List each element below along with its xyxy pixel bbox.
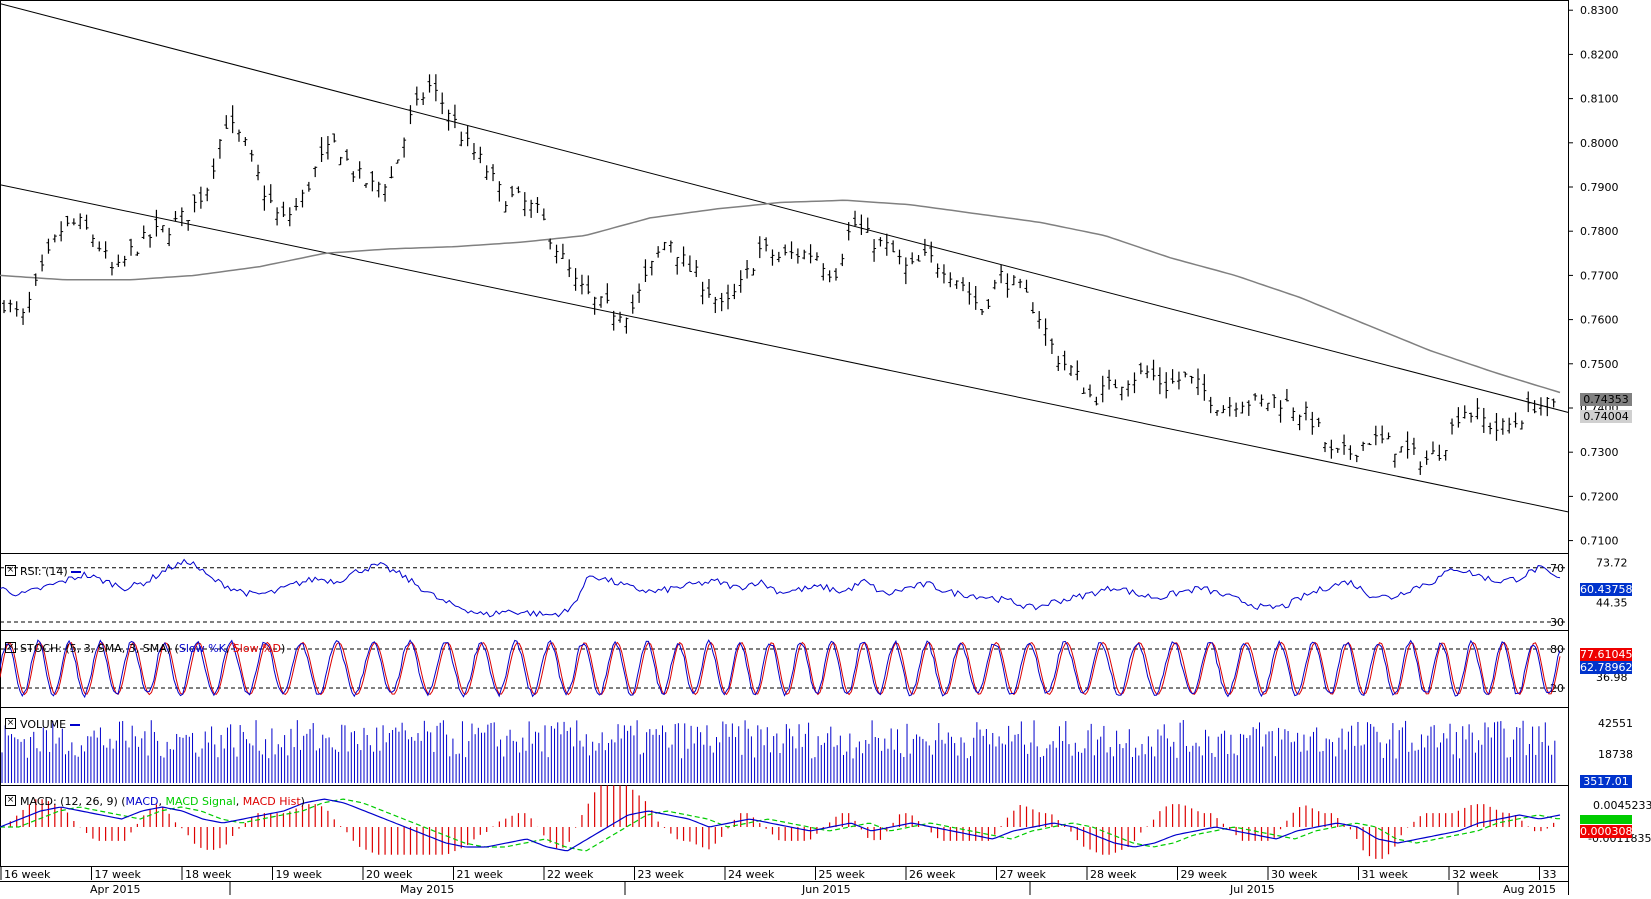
- sma-line: [0, 199, 1561, 394]
- price-badge-upper: 0.74353: [1580, 393, 1632, 406]
- price-tick-label: 0.7800: [1580, 225, 1619, 238]
- rsi-level-label: 30: [1550, 616, 1564, 629]
- price-tick-label: 0.7200: [1580, 490, 1619, 503]
- macd-axis-label: 0.0045233: [1593, 799, 1651, 812]
- stoch-panel: 80 20 36.98: [0, 639, 1628, 699]
- week-label: 26 week: [909, 868, 956, 881]
- week-label: 23 week: [638, 868, 685, 881]
- stoch-d-line: [0, 641, 1561, 696]
- macd-series-label: MACD: [125, 795, 159, 808]
- volume-close-icon[interactable]: ×: [5, 718, 16, 729]
- stoch-axis-label: 36.98: [1596, 671, 1628, 684]
- week-label: 33: [1543, 868, 1557, 881]
- macd-value-badge: 0.0003081: [1580, 825, 1640, 838]
- stoch-d-badge: 62.78962: [1580, 661, 1633, 674]
- rsi-label-text: RSI: (14): [20, 565, 68, 578]
- macd-line: [0, 798, 1561, 852]
- month-label: Apr 2015: [90, 883, 141, 895]
- week-label: 18 week: [185, 868, 232, 881]
- week-label: 32 week: [1452, 868, 1499, 881]
- volume-label-text: VOLUME: [20, 718, 67, 731]
- rsi-value-badge: 60.43758: [1580, 583, 1633, 596]
- macd-label: MACD: (12, 26, 9) (MACD, MACD Signal, MA…: [20, 795, 305, 808]
- price-tick-label: 0.7700: [1580, 269, 1619, 282]
- stoch-k-label: Slow %K: [178, 642, 226, 655]
- stoch-close-icon[interactable]: ×: [5, 642, 16, 653]
- macd-close-icon[interactable]: ×: [5, 795, 16, 806]
- volume-axis-label: 18738: [1598, 748, 1633, 761]
- macd-label-text: MACD: (12, 26, 9): [20, 795, 118, 808]
- week-label: 27 week: [1000, 868, 1047, 881]
- volume-panel: 42551 18738: [1, 717, 1633, 783]
- macd-panel: 0.0045233-0.0011835: [0, 785, 1651, 859]
- month-label: Jul 2015: [1229, 883, 1275, 895]
- price-tick-label: 0.7900: [1580, 181, 1619, 194]
- price-tick-label: 0.8100: [1580, 93, 1619, 106]
- rsi-panel: 70 30 73.72 44.35: [0, 557, 1628, 629]
- price-axis: 0.8300 0.8200 0.8100 0.8000 0.7900 0.7800 0.77…: [1568, 4, 1619, 548]
- stoch-k-badge: 77.61045: [1580, 648, 1633, 661]
- volume-label: VOLUME: [20, 718, 80, 731]
- stoch-label-text: STOCH: (5, 3, SMA, 3, SMA): [20, 642, 172, 655]
- price-badge-lower: 0.74004: [1580, 410, 1632, 423]
- candles: [2, 74, 1556, 475]
- volume-value-badge: 3517.01: [1580, 775, 1632, 788]
- price-tick-label: 0.7500: [1580, 358, 1619, 371]
- month-label: Aug 2015: [1503, 883, 1556, 895]
- stoch-k-line: [0, 639, 1561, 699]
- macd-hist-label: MACD Hist: [242, 795, 301, 808]
- price-tick-label: 0.8300: [1580, 4, 1619, 17]
- rsi-label: RSI: (14): [20, 565, 82, 578]
- price-tick-label: 0.7100: [1580, 535, 1619, 548]
- volume-legend-swatch: [69, 724, 80, 726]
- rsi-close-icon[interactable]: ×: [5, 565, 16, 576]
- rsi-line: [0, 558, 1561, 618]
- price-tick-label: 0.8000: [1580, 137, 1619, 150]
- stoch-level-label: 80: [1550, 643, 1564, 656]
- month-label: Jun 2015: [801, 883, 851, 895]
- macd-signal-label: MACD Signal: [165, 795, 236, 808]
- price-tick-label: 0.7300: [1580, 446, 1619, 459]
- time-axis: 16 week 17 week 18 week 19 week 20 week 21 we…: [0, 866, 1568, 896]
- stoch-label: STOCH: (5, 3, SMA, 3, SMA) (Slow %K, Slo…: [20, 642, 286, 655]
- price-tick-label: 0.8200: [1580, 48, 1619, 61]
- month-label: May 2015: [400, 883, 454, 895]
- panel-frames: [0, 0, 1569, 895]
- week-label: 25 week: [819, 868, 866, 881]
- week-label: 19 week: [276, 868, 323, 881]
- rsi-axis-label: 44.35: [1596, 597, 1628, 610]
- week-label: 21 week: [457, 868, 504, 881]
- week-label: 20 week: [366, 868, 413, 881]
- volume-axis-label: 42551: [1598, 717, 1633, 730]
- trend-line-upper-channel: [0, 3, 1569, 413]
- price-tick-label: 0.7600: [1580, 314, 1619, 327]
- trend-lines: [0, 3, 1569, 513]
- trend-line-lower-channel: [0, 184, 1569, 513]
- moving-average: [0, 199, 1561, 394]
- week-label: 24 week: [728, 868, 775, 881]
- rsi-legend-swatch: [71, 571, 82, 573]
- rsi-axis-label: 73.72: [1596, 557, 1628, 570]
- stoch-level-label: 20: [1550, 682, 1564, 695]
- week-label: 31 week: [1362, 868, 1409, 881]
- rsi-level-label: 70: [1550, 562, 1564, 575]
- chart-frame: [0, 0, 1569, 867]
- macd-signal-marker: [1580, 815, 1632, 824]
- week-label: 22 week: [547, 868, 594, 881]
- week-label: 29 week: [1181, 868, 1228, 881]
- week-label: 30 week: [1271, 868, 1318, 881]
- week-label: 17 week: [95, 868, 142, 881]
- week-label: 16 week: [4, 868, 51, 881]
- stoch-d-label: Slow %D: [232, 642, 281, 655]
- week-label: 28 week: [1090, 868, 1137, 881]
